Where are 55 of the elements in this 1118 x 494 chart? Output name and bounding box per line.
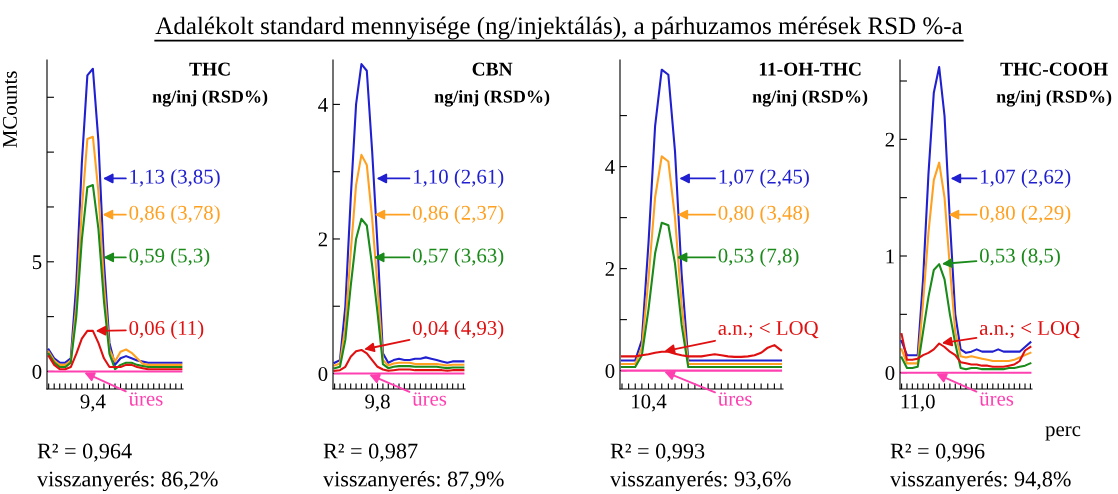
y-tick-label: 0: [605, 364, 615, 379]
text: ng/inj (RSD%): [152, 90, 268, 107]
x-tick-label: 10,4: [632, 394, 667, 412]
text: visszanyerés: 87,9%: [323, 470, 504, 492]
text: R² = 0,993: [610, 443, 705, 462]
legend-label: 0,59 (5,3): [129, 247, 210, 267]
legend-label: 1,07 (2,62): [981, 168, 1071, 188]
series-label: a.n.; < LOQ: [718, 320, 819, 339]
legend-label: 0,80 (2,29): [979, 205, 1071, 225]
text: R² = 0,987: [323, 443, 418, 462]
text: Adalékolt standard mennyisége (ng/injektálás), a párhuzamos mérések RSD %-a: [155, 16, 963, 40]
x-tick-label: 11,0: [901, 394, 935, 412]
y-tick-label: 2: [318, 232, 327, 247]
text: visszanyerés: 94,8%: [890, 470, 1071, 492]
x-tick-label: 9,8: [365, 394, 390, 412]
line-series: [620, 344, 783, 358]
text: R² = 0,964: [37, 443, 132, 462]
legend-label: 0,06 (11): [129, 320, 204, 340]
series-label: üres: [979, 392, 1014, 406]
text: R² = 0,996: [890, 443, 985, 462]
series-label: 0,04 (4,93): [412, 320, 504, 340]
legend-label: a.n.; < LOQ: [979, 320, 1080, 339]
y-tick-label: 2: [885, 132, 894, 147]
y-tick-label: 0: [32, 364, 42, 379]
y-tick-label: 2: [605, 262, 614, 276]
y-tick-label: 0: [885, 366, 895, 381]
text: ng/inj (RSD%): [996, 90, 1112, 107]
chart-title: CBN: [472, 62, 513, 76]
text: ng/inj (RSD%): [434, 90, 550, 107]
legend-label: 0,53 (7,8): [718, 247, 799, 267]
text: visszanyerés: 93,6%: [610, 470, 791, 492]
y-tick-label: 5: [32, 255, 42, 270]
legend-label: 1,10 (2,61): [414, 168, 504, 188]
legend-label: 1,07 (2,45): [719, 168, 809, 188]
y-tick-label: 4: [318, 97, 328, 112]
y-axis-title: MCounts: [2, 71, 17, 148]
text: ng/inj (RSD%): [752, 90, 868, 107]
series-label: üres: [412, 392, 447, 406]
legend-label: 1,13 (3,85): [130, 168, 220, 188]
legend-label: 0,53 (8,5): [979, 247, 1060, 267]
x-axis-title: perc: [1045, 426, 1081, 441]
text: visszanyerés: 86,2%: [37, 470, 218, 492]
legend-label: 0,80 (3,48): [718, 205, 809, 225]
chart-title: 11-OH-THC: [759, 62, 861, 76]
series-label: üres: [128, 392, 163, 406]
chart-title: THC: [189, 62, 230, 76]
y-tick-label: 0: [318, 366, 328, 381]
x-tick-label: 9,4: [80, 394, 106, 412]
y-tick-label: 1: [886, 249, 894, 264]
legend-label: 0,86 (2,37): [412, 205, 504, 225]
y-tick-label: 4: [605, 160, 615, 174]
legend-label: 0,86 (3,78): [129, 205, 220, 225]
series-label: üres: [718, 392, 752, 406]
chart-title: THC-COOH: [1000, 62, 1108, 76]
legend-label: 0,57 (3,63): [412, 247, 504, 267]
